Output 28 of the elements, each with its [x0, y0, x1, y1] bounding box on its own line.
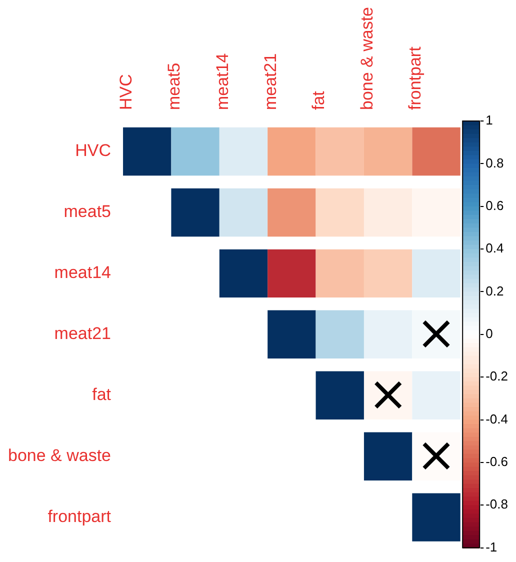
color-bar-label: -1: [486, 539, 498, 554]
data-label: ×: [416, 304, 456, 361]
x-tick-label: bone & waste: [357, 6, 376, 110]
x-tick-label: frontpart: [406, 46, 425, 110]
color-bar-label: -0.8: [486, 496, 508, 512]
color-bar-label: 0.4: [486, 240, 504, 256]
x-tick-label: meat21: [260, 53, 280, 110]
color-bar-label: -0.6: [486, 454, 508, 470]
color-bar-label: 1: [486, 112, 493, 128]
y-tick-label: bone & waste: [8, 446, 112, 466]
y-tick-label: fat: [92, 385, 112, 404]
color-bar-label: 0.2: [486, 283, 504, 298]
color-bar-label: -0.4: [486, 411, 508, 426]
data-label: ×: [368, 366, 408, 422]
color-bar-label: 0.8: [486, 155, 504, 170]
data-label: ×: [416, 426, 456, 483]
x-tick-label: meat5: [164, 62, 184, 110]
x-tick-label: HVC: [116, 74, 136, 110]
x-tick-label: fat: [309, 90, 328, 110]
y-tick-label: meat5: [64, 202, 112, 222]
color-bar-label: 0.6: [486, 198, 504, 213]
y-tick-label: frontpart: [48, 507, 112, 526]
y-tick-label: meat21: [54, 324, 112, 344]
x-tick-label: meat14: [212, 53, 232, 110]
y-tick-label: meat14: [54, 263, 112, 282]
color-bar-label: -0.2: [486, 368, 508, 384]
color-bar-label: 0: [486, 326, 493, 341]
y-tick-label: HVC: [75, 141, 112, 160]
